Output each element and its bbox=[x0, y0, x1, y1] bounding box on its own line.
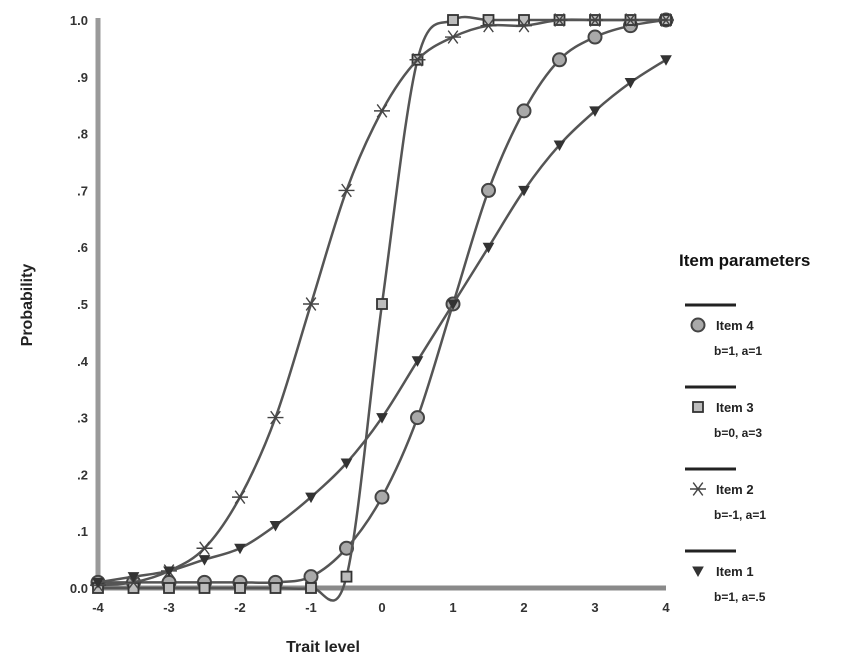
data-point-item-3 bbox=[447, 14, 459, 26]
data-point-item-1 bbox=[411, 356, 424, 367]
y-tick-label: .7 bbox=[77, 183, 88, 198]
data-point-item-2 bbox=[196, 541, 213, 556]
data-point-item-1 bbox=[269, 521, 282, 532]
data-point-item-2 bbox=[658, 13, 674, 27]
data-point-item-4 bbox=[374, 489, 390, 505]
data-point-item-1 bbox=[127, 572, 140, 583]
data-point-item-3 bbox=[340, 570, 353, 583]
x-tick-label: 0 bbox=[378, 600, 385, 615]
data-point-item-1 bbox=[340, 458, 353, 470]
data-point-item-2 bbox=[551, 13, 568, 27]
data-point-item-1 bbox=[553, 140, 566, 151]
x-tick-label: -2 bbox=[234, 600, 246, 615]
data-point-item-1 bbox=[234, 543, 246, 555]
series-layer bbox=[90, 12, 674, 602]
legend-label: Item 1 bbox=[716, 564, 754, 579]
data-point-item-4 bbox=[552, 52, 567, 68]
data-point-item-2 bbox=[374, 104, 390, 118]
data-point-item-3 bbox=[163, 582, 175, 594]
data-point-item-1 bbox=[376, 413, 388, 424]
legend-params: b=-1, a=1 bbox=[714, 508, 766, 522]
data-point-item-4 bbox=[410, 410, 425, 426]
legend: Item parameters Item 4 b=1, a=1 Item 3 b=0,… bbox=[679, 251, 810, 604]
data-point-item-2 bbox=[338, 183, 355, 198]
data-point-item-2 bbox=[232, 490, 248, 504]
data-point-item-1 bbox=[660, 55, 672, 66]
y-tick-label: 1.0 bbox=[70, 13, 88, 28]
data-point-item-1 bbox=[92, 577, 104, 589]
y-tick-label: 0.0 bbox=[70, 581, 88, 596]
data-point-item-1 bbox=[163, 566, 175, 577]
x-axis-title: Trait level bbox=[286, 639, 360, 656]
legend-params: b=1, a=1 bbox=[714, 344, 762, 358]
y-tick-label: .3 bbox=[77, 411, 88, 426]
data-point-item-4 bbox=[516, 103, 532, 119]
x-tick-label: 4 bbox=[662, 600, 670, 615]
x-tick-label: 1 bbox=[449, 600, 456, 615]
data-point-item-4 bbox=[587, 29, 603, 45]
x-tick-label: -3 bbox=[163, 600, 175, 615]
legend-label: Item 4 bbox=[716, 318, 754, 333]
data-point-item-4 bbox=[481, 182, 496, 198]
data-point-item-3 bbox=[234, 582, 246, 594]
series-item-3 bbox=[92, 14, 672, 602]
y-axis-title: Probability bbox=[19, 264, 36, 347]
y-tick-label: .9 bbox=[77, 70, 88, 85]
data-point-item-4 bbox=[303, 569, 319, 585]
legend-marker bbox=[690, 482, 706, 496]
legend-entry-item-1: Item 1 b=1, a=.5 bbox=[685, 549, 766, 604]
legend-params: b=1, a=.5 bbox=[714, 590, 766, 604]
data-point-item-2 bbox=[587, 13, 603, 27]
data-point-item-1 bbox=[589, 106, 601, 117]
data-point-item-1 bbox=[305, 492, 317, 504]
legend-label: Item 2 bbox=[716, 482, 754, 497]
x-tick-label: 2 bbox=[520, 600, 527, 615]
ticks-layer: -4 -3 -2 -1 0 1 2 3 4 0.0 .1 .2 .3 .4 .5 .6 .7 .8 .9 1.0 bbox=[70, 13, 670, 615]
data-point-item-3 bbox=[305, 582, 317, 594]
legend-params: b=0, a=3 bbox=[714, 426, 762, 440]
data-point-item-2 bbox=[267, 410, 284, 425]
legend-label: Item 3 bbox=[716, 400, 754, 415]
series-line-item-1 bbox=[97, 58, 667, 584]
legend-marker bbox=[692, 401, 704, 413]
y-tick-label: .8 bbox=[77, 127, 88, 142]
data-point-item-2 bbox=[622, 13, 639, 27]
y-tick-label: .1 bbox=[77, 524, 88, 539]
data-point-item-2 bbox=[480, 18, 497, 33]
series-item-1 bbox=[92, 55, 672, 589]
y-tick-label: .4 bbox=[77, 354, 89, 369]
legend-entry-item-4: Item 4 b=1, a=1 bbox=[685, 303, 762, 358]
data-point-item-3 bbox=[198, 582, 211, 594]
legend-entry-item-3: Item 3 b=0, a=3 bbox=[685, 385, 762, 440]
y-tick-label: .2 bbox=[77, 467, 88, 482]
data-point-item-2 bbox=[445, 30, 461, 44]
x-tick-label: -4 bbox=[92, 600, 104, 615]
legend-entry-item-2: Item 2 b=-1, a=1 bbox=[685, 467, 766, 522]
data-point-item-3 bbox=[269, 582, 282, 594]
data-point-item-2 bbox=[303, 297, 319, 311]
data-point-item-1 bbox=[198, 555, 211, 566]
data-point-item-2 bbox=[516, 18, 532, 33]
x-tick-label: -1 bbox=[305, 600, 317, 615]
data-point-item-2 bbox=[409, 52, 426, 67]
y-tick-label: .6 bbox=[77, 240, 88, 255]
data-point-item-1 bbox=[518, 185, 530, 197]
legend-title: Item parameters bbox=[679, 251, 810, 270]
data-point-item-1 bbox=[447, 299, 459, 311]
data-point-item-1 bbox=[482, 242, 495, 254]
y-tick-label: .5 bbox=[77, 297, 88, 312]
data-point-item-1 bbox=[624, 77, 637, 89]
legend-marker bbox=[692, 566, 704, 578]
x-tick-label: 3 bbox=[591, 600, 598, 615]
data-point-item-3 bbox=[376, 298, 388, 310]
legend-marker bbox=[690, 317, 706, 333]
